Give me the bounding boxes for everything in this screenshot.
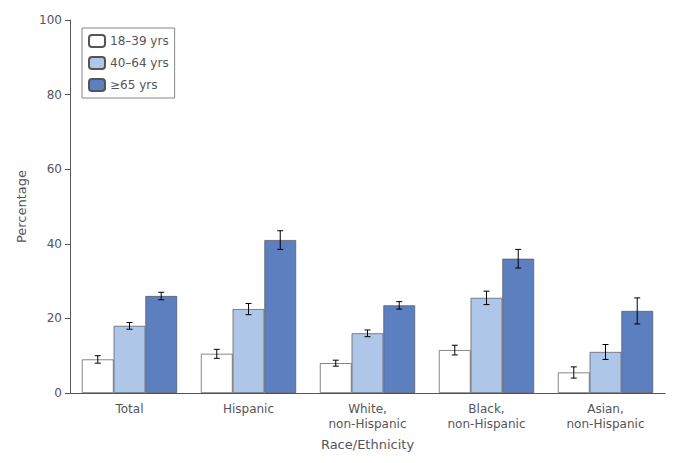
svg-text:80: 80: [47, 88, 62, 102]
svg-text:18–39 yrs: 18–39 yrs: [110, 34, 169, 48]
svg-text:40–64 yrs: 40–64 yrs: [110, 56, 169, 70]
svg-text:non-Hispanic: non-Hispanic: [567, 417, 645, 431]
svg-text:Asian,: Asian,: [587, 402, 624, 416]
svg-text:Percentage: Percentage: [14, 170, 29, 243]
svg-text:Black,: Black,: [468, 402, 504, 416]
svg-text:Total: Total: [114, 402, 143, 416]
svg-text:White,: White,: [348, 402, 387, 416]
svg-text:Hispanic: Hispanic: [223, 402, 274, 416]
svg-text:non-Hispanic: non-Hispanic: [448, 417, 526, 431]
svg-text:non-Hispanic: non-Hispanic: [329, 417, 407, 431]
svg-text:Race/Ethnicity: Race/Ethnicity: [321, 437, 414, 452]
svg-text:≥65 yrs: ≥65 yrs: [110, 78, 157, 92]
svg-text:60: 60: [47, 162, 62, 176]
svg-text:0: 0: [54, 386, 62, 400]
svg-text:20: 20: [47, 311, 62, 325]
svg-text:100: 100: [39, 13, 62, 27]
svg-text:40: 40: [47, 237, 62, 251]
